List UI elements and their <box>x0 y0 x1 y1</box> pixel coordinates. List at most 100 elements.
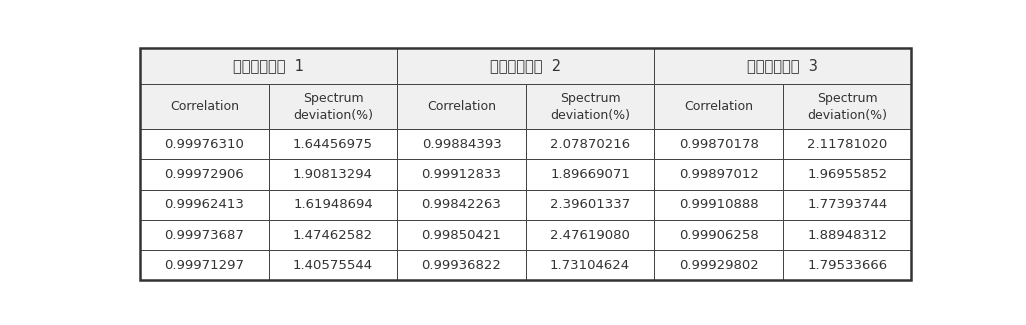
Bar <box>526 190 655 220</box>
Bar <box>269 250 397 280</box>
Text: 1.73104624: 1.73104624 <box>550 259 630 272</box>
Bar <box>783 190 911 220</box>
Bar <box>526 160 655 190</box>
Bar <box>141 250 269 280</box>
Bar <box>141 190 269 220</box>
Bar <box>141 84 269 129</box>
Bar <box>397 84 525 129</box>
Text: 0.99906258: 0.99906258 <box>679 228 758 241</box>
Bar <box>655 190 783 220</box>
Text: Spectrum
deviation(%): Spectrum deviation(%) <box>807 92 887 122</box>
Text: Correlation: Correlation <box>170 100 239 113</box>
Bar <box>141 190 269 220</box>
Text: 1.89669071: 1.89669071 <box>550 168 630 181</box>
Bar <box>526 250 655 280</box>
Bar <box>269 129 397 160</box>
Bar <box>397 48 655 84</box>
Bar <box>783 250 911 280</box>
Bar <box>655 84 783 129</box>
Text: 0.99842263: 0.99842263 <box>422 198 502 211</box>
Text: 1.64456975: 1.64456975 <box>293 138 373 151</box>
Text: 1.79533666: 1.79533666 <box>807 259 887 272</box>
Bar <box>269 190 397 220</box>
Bar <box>269 84 397 129</box>
Text: 0.99884393: 0.99884393 <box>422 138 502 151</box>
Text: 0.99976310: 0.99976310 <box>164 138 244 151</box>
Text: 0.99910888: 0.99910888 <box>679 198 758 211</box>
Bar <box>783 250 911 280</box>
Text: 0.99936822: 0.99936822 <box>422 259 502 272</box>
Bar <box>269 220 397 250</box>
Bar <box>141 48 397 84</box>
Text: 1.40575544: 1.40575544 <box>293 259 373 272</box>
Bar <box>655 250 783 280</box>
Text: 1.77393744: 1.77393744 <box>807 198 887 211</box>
Bar <box>397 190 525 220</box>
Text: 1.96955852: 1.96955852 <box>807 168 887 181</box>
Bar <box>655 129 783 160</box>
Bar <box>783 160 911 190</box>
Bar <box>783 190 911 220</box>
Bar <box>141 48 397 84</box>
Text: 0.99972906: 0.99972906 <box>164 168 244 181</box>
Bar <box>269 250 397 280</box>
Bar <box>269 220 397 250</box>
Text: 1.88948312: 1.88948312 <box>807 228 887 241</box>
Bar <box>783 129 911 160</box>
Bar <box>526 190 655 220</box>
Bar <box>141 129 269 160</box>
Bar <box>397 129 525 160</box>
Text: 0.99971297: 0.99971297 <box>164 259 244 272</box>
Bar <box>269 160 397 190</box>
Bar <box>526 250 655 280</box>
Bar <box>783 84 911 129</box>
Text: 0.99973687: 0.99973687 <box>164 228 244 241</box>
Bar <box>783 160 911 190</box>
Bar <box>655 160 783 190</box>
Text: 0.99870178: 0.99870178 <box>679 138 758 151</box>
Bar <box>141 160 269 190</box>
Text: 2.07870216: 2.07870216 <box>550 138 630 151</box>
Bar <box>655 160 783 190</box>
Text: 1.47462582: 1.47462582 <box>293 228 373 241</box>
Bar <box>655 48 911 84</box>
Bar <box>397 160 525 190</box>
Bar <box>526 160 655 190</box>
Bar <box>397 190 525 220</box>
Bar <box>783 220 911 250</box>
Text: 0.99912833: 0.99912833 <box>422 168 502 181</box>
Text: 입력전압파형  3: 입력전압파형 3 <box>748 58 819 73</box>
Bar <box>397 220 525 250</box>
Bar <box>526 84 655 129</box>
Bar <box>141 129 269 160</box>
Text: 2.39601337: 2.39601337 <box>550 198 630 211</box>
Bar <box>783 220 911 250</box>
Bar <box>141 220 269 250</box>
Bar <box>269 190 397 220</box>
Bar <box>269 84 397 129</box>
Bar <box>655 84 783 129</box>
Bar <box>655 220 783 250</box>
Text: 0.99929802: 0.99929802 <box>679 259 758 272</box>
Text: 0.99850421: 0.99850421 <box>422 228 502 241</box>
Bar <box>397 129 525 160</box>
Bar <box>397 84 525 129</box>
Text: 2.11781020: 2.11781020 <box>807 138 887 151</box>
Bar <box>655 220 783 250</box>
Text: Correlation: Correlation <box>427 100 496 113</box>
Text: 0.99962413: 0.99962413 <box>164 198 244 211</box>
Bar <box>526 220 655 250</box>
Bar <box>269 160 397 190</box>
Bar <box>783 84 911 129</box>
Text: Spectrum
deviation(%): Spectrum deviation(%) <box>550 92 630 122</box>
Bar <box>655 48 911 84</box>
Bar <box>141 84 269 129</box>
Bar <box>526 129 655 160</box>
Text: 입력전압파형  1: 입력전압파형 1 <box>233 58 305 73</box>
Bar <box>397 160 525 190</box>
Bar <box>141 160 269 190</box>
Text: 0.99897012: 0.99897012 <box>679 168 758 181</box>
Text: 1.90813294: 1.90813294 <box>293 168 373 181</box>
Bar <box>269 129 397 160</box>
Text: 1.61948694: 1.61948694 <box>293 198 372 211</box>
